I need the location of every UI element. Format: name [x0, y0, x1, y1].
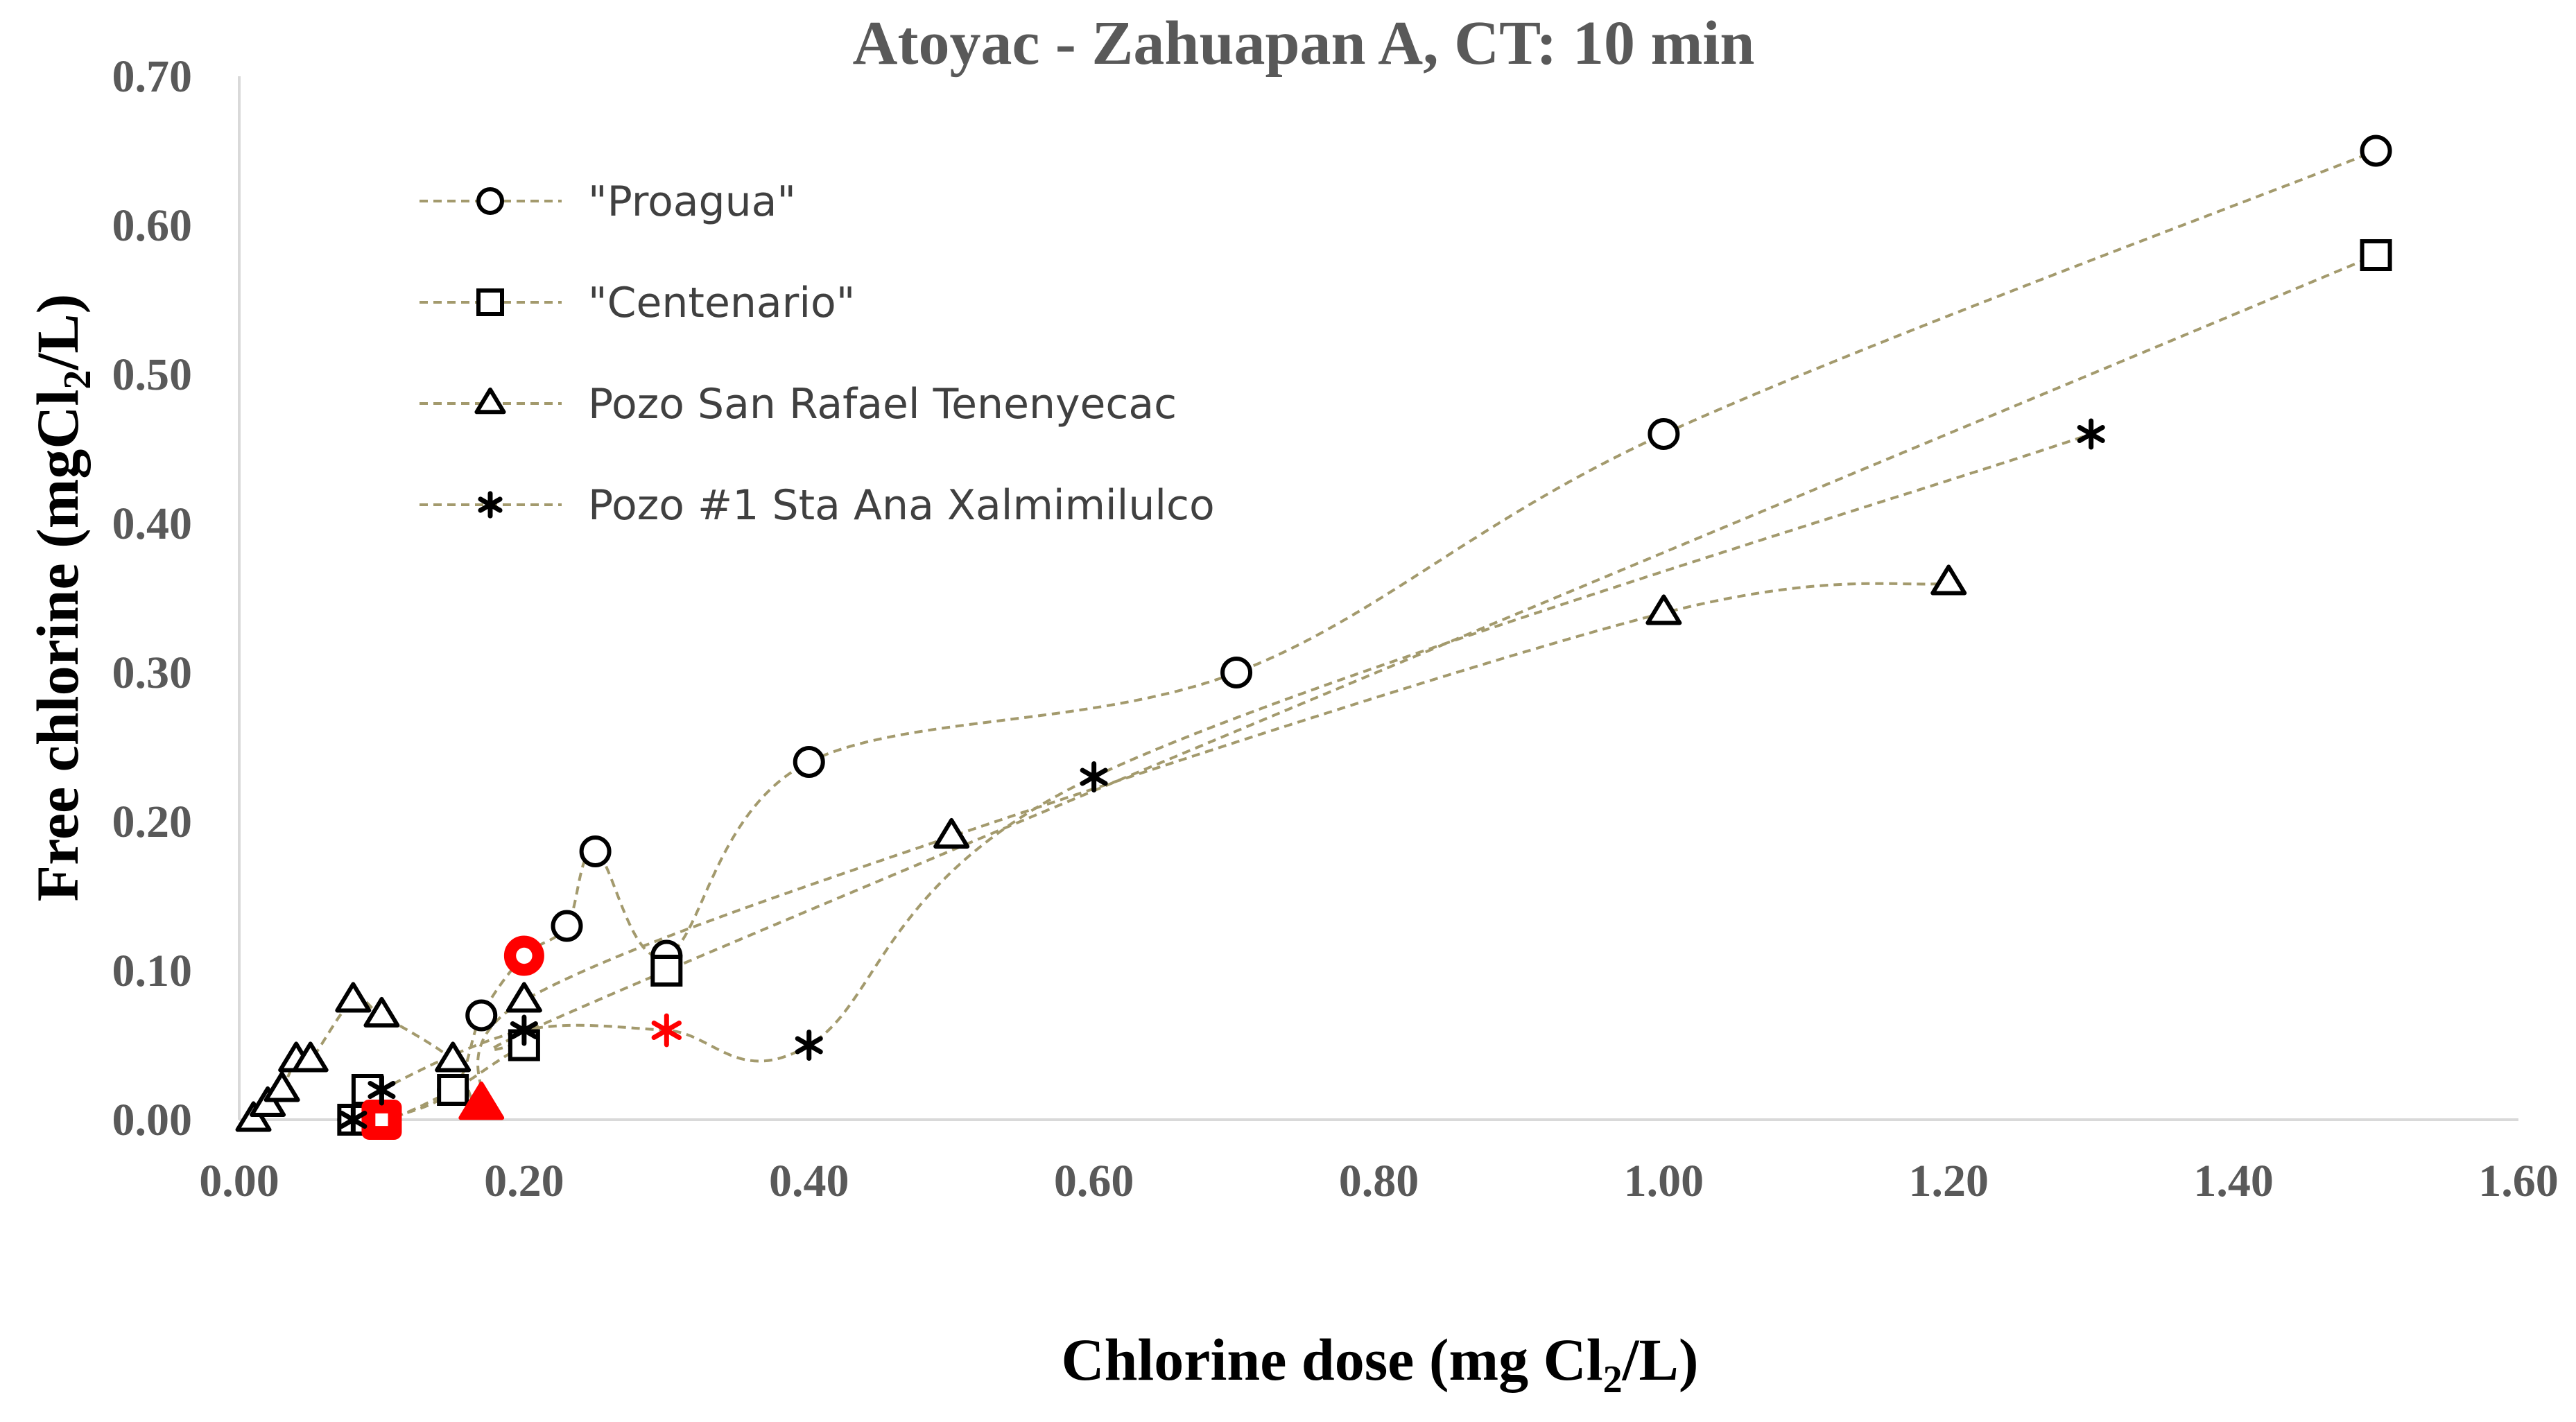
- legend-item: "Centenario": [420, 279, 855, 327]
- y-tick-label: 0.60: [112, 200, 193, 251]
- x-tick-label: 0.00: [199, 1156, 279, 1206]
- x-axis-title-main: Chlorine dose (mg Cl: [1061, 1326, 1602, 1393]
- data-point: [1645, 594, 1682, 625]
- data-point: [263, 1071, 300, 1102]
- data-point: [339, 1104, 368, 1136]
- data-point: [465, 999, 498, 1032]
- y-axis-title: Free chlorine (mgCl2/L): [24, 294, 99, 902]
- legend-label: "Centenario": [588, 279, 855, 327]
- legend-item: "Proagua": [420, 177, 796, 226]
- x-tick-label: 0.80: [1339, 1156, 1419, 1206]
- data-point: [458, 1081, 505, 1120]
- data-point: [292, 1041, 329, 1073]
- y-tick-labels: 0.00 0.10 0.20 0.30 0.40 0.50 0.60 0.70: [112, 51, 193, 1145]
- data-point: [503, 935, 544, 976]
- legend-label: Pozo San Rafael Tenenyecac: [588, 380, 1177, 428]
- series-line: [352, 433, 2092, 1121]
- data-point: [795, 1030, 823, 1061]
- data-point: [510, 1014, 538, 1046]
- data-point: [505, 982, 542, 1013]
- data-point: [1080, 761, 1108, 792]
- legend-marker: [476, 288, 504, 316]
- y-tick-label: 0.30: [112, 648, 193, 698]
- data-point: [2360, 135, 2392, 167]
- x-axis-title-subscript: 2: [1603, 1358, 1623, 1401]
- legend-marker: [476, 187, 504, 215]
- data-point: [1220, 657, 1253, 688]
- y-tick-label: 0.70: [112, 51, 193, 102]
- y-tick-label: 0.40: [112, 498, 193, 549]
- y-tick-label: 0.20: [112, 797, 193, 847]
- legend-label: "Proagua": [588, 177, 796, 226]
- legend-label: Pozo #1 Sta Ana Xalmimilulco: [588, 481, 1215, 530]
- y-axis-title-main: Free chlorine (mgCl: [24, 390, 91, 902]
- y-tick-label: 0.10: [112, 946, 193, 996]
- data-point: [650, 955, 683, 987]
- axes: [238, 76, 2518, 1121]
- data-point: [435, 1041, 472, 1073]
- x-tick-label: 1.20: [1909, 1156, 1989, 1206]
- data-point: [933, 817, 970, 849]
- x-tick-label: 1.40: [2193, 1156, 2274, 1206]
- data-point: [335, 982, 372, 1013]
- y-axis-title-subscript: 2: [56, 370, 99, 390]
- x-tick-label: 0.60: [1054, 1156, 1134, 1206]
- legend-marker: [474, 387, 506, 415]
- legend-item: Pozo San Rafael Tenenyecac: [420, 380, 1177, 428]
- data-point: [651, 1013, 682, 1048]
- x-tick-label: 1.60: [2478, 1156, 2559, 1206]
- x-tick-label: 0.40: [769, 1156, 849, 1206]
- data-point: [437, 1074, 469, 1106]
- legend-item: Pozo #1 Sta Ana Xalmimilulco: [420, 481, 1215, 530]
- legend-marker: [478, 491, 503, 519]
- series-markers: [235, 135, 2392, 1140]
- x-tick-label: 0.20: [484, 1156, 564, 1206]
- y-tick-label: 0.00: [112, 1095, 193, 1145]
- data-point: [2360, 239, 2392, 271]
- y-tick-label: 0.50: [112, 349, 193, 400]
- data-point: [579, 835, 612, 867]
- data-point: [2077, 418, 2105, 450]
- x-axis-title-tail: /L): [1622, 1326, 1699, 1393]
- data-point: [551, 910, 583, 942]
- data-point: [363, 996, 400, 1028]
- data-point: [793, 746, 825, 778]
- y-axis-title-tail: /L): [24, 294, 91, 371]
- data-point: [361, 1100, 402, 1140]
- data-point: [1648, 418, 1680, 450]
- series-lines: [252, 149, 2377, 1124]
- chart-title: Atoyac - Zahuapan A, CT: 10 min: [852, 9, 1754, 78]
- data-point: [1930, 564, 1967, 596]
- legend: "Proagua" "Centenario" Pozo San Rafael Ten…: [420, 177, 1215, 530]
- data-point: [368, 1074, 396, 1106]
- x-tick-labels: 0.00 0.20 0.40 0.60 0.80 1.00 1.20 1.40 1.60: [199, 1156, 2559, 1206]
- x-axis-title: Chlorine dose (mg Cl2/L): [1061, 1326, 1698, 1401]
- x-tick-label: 1.00: [1624, 1156, 1704, 1206]
